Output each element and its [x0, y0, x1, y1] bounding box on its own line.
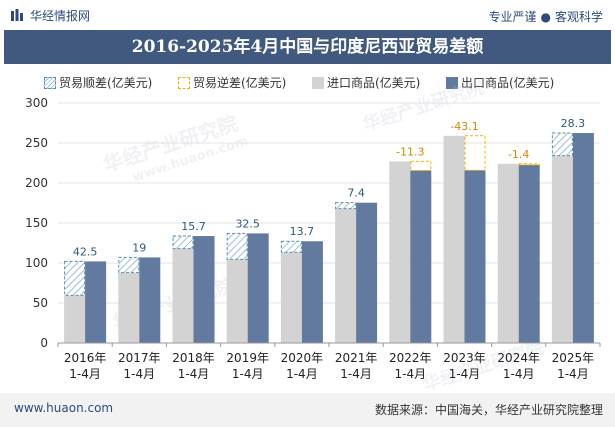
legend-label-deficit: 贸易逆差(亿美元)	[193, 76, 287, 90]
bar-surplus	[280, 240, 302, 253]
bar-export	[301, 241, 323, 343]
data-label: 13.7	[290, 225, 315, 238]
x-tick-label: 1-4月	[394, 367, 426, 381]
legend-item-surplus: 贸易顺差(亿美元)	[44, 74, 152, 91]
x-tick-label: 2025年	[552, 351, 595, 365]
brand-name: 华经情报网	[30, 9, 91, 23]
x-tick-label: 2021年	[335, 351, 378, 365]
bar-import	[280, 252, 302, 343]
bar-surplus	[551, 132, 573, 157]
y-axis: 0 50 100 150 200 250 300	[25, 96, 48, 350]
legend-swatch-export	[446, 77, 458, 89]
data-label: 32.5	[235, 217, 260, 230]
bar-import	[443, 135, 465, 343]
data-label: 19	[132, 241, 146, 254]
data-label: 7.4	[347, 187, 365, 200]
chart-title: 2016-2025年4月中国与印度尼西亚贸易差额	[131, 37, 484, 57]
bar-deficit	[410, 160, 432, 171]
bar-surplus	[226, 232, 248, 260]
legend-item-import: 进口商品(亿美元)	[312, 74, 420, 91]
x-tick-label: 1-4月	[123, 367, 155, 381]
x-tick-label: 2023年	[443, 351, 486, 365]
y-tick-label: 300	[25, 96, 48, 110]
bar-export	[572, 133, 594, 343]
x-tick-label: 1-4月	[178, 367, 210, 381]
bar-deficit	[518, 163, 540, 166]
bar-export	[410, 170, 432, 343]
bar-import	[172, 248, 194, 343]
data-label: 42.5	[73, 245, 98, 258]
legend-label-import: 进口商品(亿美元)	[327, 76, 421, 90]
y-tick-label: 150	[25, 216, 48, 230]
bar-import	[226, 259, 248, 343]
brand[interactable]: 华经情报网	[10, 7, 90, 25]
x-tick-label: 2019年	[226, 351, 269, 365]
legend-swatch-import	[312, 77, 324, 89]
legend-swatch-deficit	[178, 77, 190, 89]
y-tick-label: 250	[25, 136, 48, 150]
bars	[64, 132, 594, 343]
bar-export	[193, 236, 215, 343]
x-axis: 2016年 1-4月 2017年 1-4月 2018年 1-4月 2019年 1-4月 2020…	[57, 342, 601, 381]
x-tick-label: 1-4月	[503, 367, 535, 381]
legend-label-surplus: 贸易顺差(亿美元)	[59, 76, 153, 90]
bar-import	[497, 163, 519, 343]
x-tick-label: 2016年	[64, 351, 107, 365]
x-tick-label: 1-4月	[69, 367, 101, 381]
bar-export	[139, 257, 161, 343]
y-tick-label: 100	[25, 256, 48, 270]
legend-item-export: 出口商品(亿美元)	[446, 74, 554, 91]
x-tick-label: 2022年	[389, 351, 432, 365]
bar-import	[389, 161, 411, 343]
data-label: 15.7	[181, 220, 206, 233]
x-tick-label: 2024年	[497, 351, 540, 365]
x-tick-label: 2020年	[281, 351, 324, 365]
bar-deficit	[464, 135, 486, 171]
y-tick-label: 200	[25, 176, 48, 190]
x-tick-label: 2017年	[118, 351, 161, 365]
legend-swatch-surplus	[44, 77, 56, 89]
data-label: 28.3	[561, 117, 586, 130]
bar-export	[247, 233, 269, 343]
x-tick-label: 1-4月	[340, 367, 372, 381]
chart-legend: 贸易顺差(亿美元) 贸易逆差(亿美元) 进口商品(亿美元) 出口商品(亿美元)	[0, 72, 615, 92]
bar-export	[356, 202, 378, 343]
top-bar: 华经情报网 专业严谨 ● 客观科学	[0, 0, 615, 30]
bar-import	[118, 272, 140, 343]
footer-source: 数据来源：中国海关，华经产业研究院整理	[374, 403, 603, 417]
separator-dot-icon: ●	[540, 10, 551, 24]
data-label: -1.4	[508, 148, 529, 161]
x-tick-label: 1-4月	[232, 367, 264, 381]
data-label: -43.1	[450, 120, 478, 133]
brand-logo-icon	[10, 8, 24, 25]
chart-canvas: 0 50 100 150 200 250 300 42.5 19 15.7 32.5 13.7 7.4…	[25, 96, 601, 381]
data-labels: 42.5 19 15.7 32.5 13.7 7.4 -11.3 -43.1 -1.4 28.3	[73, 117, 585, 258]
footer: www.huaon.com 数据来源：中国海关，华经产业研究院整理	[0, 393, 615, 427]
title-bar: 2016-2025年4月中国与印度尼西亚贸易差额	[4, 30, 611, 64]
tagline-right: 客观科学	[554, 10, 603, 24]
bar-import	[551, 155, 573, 343]
legend-label-export: 出口商品(亿美元)	[461, 76, 555, 90]
x-tick-label: 2018年	[172, 351, 215, 365]
bar-surplus	[118, 256, 140, 274]
x-tick-label: 1-4月	[449, 367, 481, 381]
y-tick-label: 50	[33, 296, 48, 310]
bar-export	[85, 261, 107, 343]
tagline: 专业严谨 ● 客观科学	[488, 8, 603, 25]
x-tick-label: 1-4月	[557, 367, 589, 381]
bar-import	[64, 295, 86, 343]
bar-surplus	[64, 260, 86, 296]
legend-item-deficit: 贸易逆差(亿美元)	[178, 74, 286, 91]
bar-surplus	[172, 235, 194, 250]
bar-export	[518, 164, 540, 343]
bar-surplus	[335, 202, 357, 210]
x-tick-label: 1-4月	[286, 367, 318, 381]
data-label: -11.3	[396, 145, 424, 158]
footer-site-link[interactable]: www.huaon.com	[14, 401, 114, 415]
tagline-left: 专业严谨	[488, 10, 537, 24]
bar-import	[335, 208, 357, 343]
y-tick-label: 0	[40, 336, 48, 350]
bar-export	[464, 170, 486, 343]
